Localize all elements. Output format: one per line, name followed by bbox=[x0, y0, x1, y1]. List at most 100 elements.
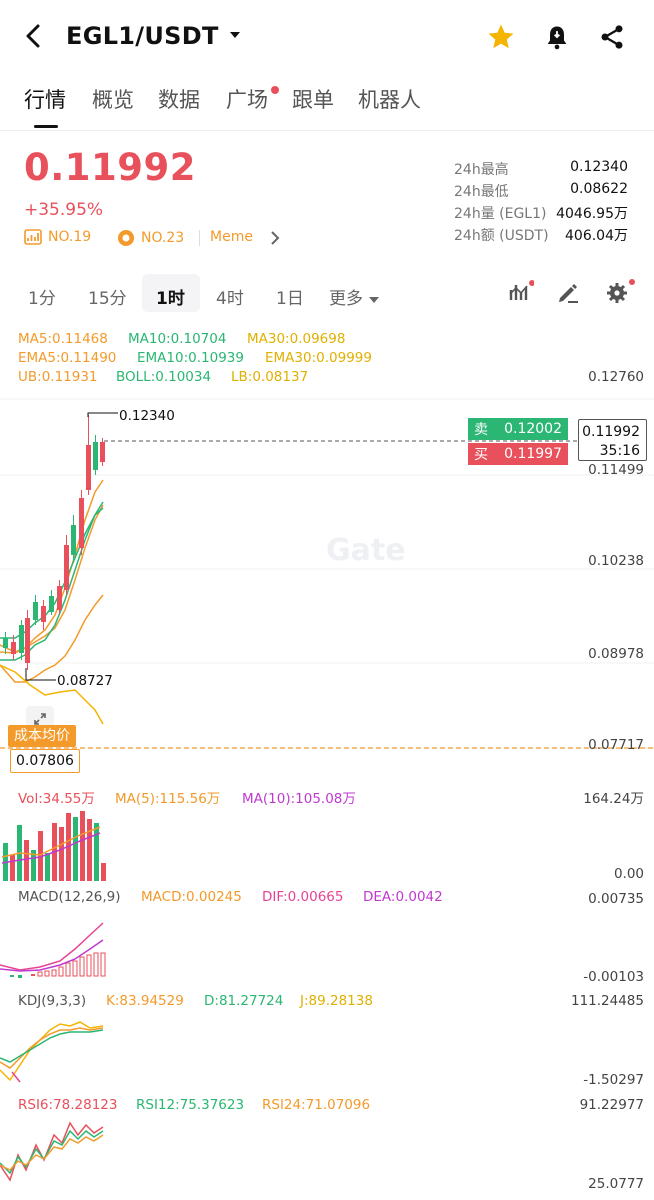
watermark: Gate bbox=[326, 533, 406, 568]
volume-bar bbox=[66, 813, 71, 881]
active-tab-indicator bbox=[34, 125, 58, 128]
legend-rsi24: RSI24:71.07096 bbox=[262, 1097, 371, 1113]
rank-coin-icon bbox=[118, 230, 134, 246]
volume-bar bbox=[10, 855, 15, 881]
timeframe-15m[interactable]: 15分 bbox=[88, 289, 127, 309]
ema10-line bbox=[0, 507, 104, 639]
legend-lb: LB:0.08137 bbox=[231, 369, 309, 385]
timeframe-1m[interactable]: 1分 bbox=[28, 289, 56, 309]
volume-chart bbox=[1, 811, 106, 881]
section-tabs: 行情 概览 数据 广场 跟单 机器人 bbox=[0, 84, 654, 130]
volume-bar bbox=[87, 819, 92, 881]
macd-axis-bottom: -0.00103 bbox=[583, 969, 644, 985]
pair-title[interactable]: EGL1/USDT bbox=[66, 22, 219, 50]
legend-macd: MACD:0.00245 bbox=[141, 889, 242, 905]
volume-bar bbox=[101, 863, 106, 881]
rank-badge-2[interactable]: NO.23 bbox=[117, 229, 184, 247]
legend-boll: BOLL:0.10034 bbox=[116, 369, 212, 385]
macd-title: MACD(12,26,9) bbox=[18, 889, 121, 905]
legend-rsi12: RSI12:75.37623 bbox=[136, 1097, 245, 1113]
alert-bell-icon[interactable] bbox=[540, 20, 574, 54]
volume-bar bbox=[73, 817, 78, 881]
timeframe-4h[interactable]: 4时 bbox=[216, 289, 244, 309]
star-icon[interactable] bbox=[484, 20, 518, 54]
macd-bar bbox=[51, 969, 57, 977]
axis-label: 0.11499 bbox=[588, 462, 644, 478]
dea-line bbox=[0, 939, 104, 972]
cost-average-value: 0.07806 bbox=[10, 749, 80, 773]
legend-k: K:83.94529 bbox=[106, 993, 184, 1009]
current-price-value: 0.11992 bbox=[582, 424, 640, 440]
chevron-right-icon[interactable] bbox=[268, 229, 282, 251]
macd-bar bbox=[72, 960, 78, 977]
candle-countdown: 35:16 bbox=[599, 443, 640, 459]
rank-2-text: NO.23 bbox=[141, 230, 185, 246]
tab-square[interactable]: 广场 bbox=[226, 88, 268, 112]
notification-dot bbox=[271, 86, 279, 94]
candlestick-chart[interactable]: Gate bbox=[0, 320, 654, 780]
k-line bbox=[0, 1027, 104, 1069]
rank-badge-1[interactable]: NO.19 bbox=[24, 229, 91, 245]
d-line bbox=[0, 1029, 104, 1063]
vol-axis-bottom: 0.00 bbox=[613, 866, 644, 882]
sell-label: 卖 bbox=[474, 422, 488, 438]
legend-ema30: EMA30:0.09999 bbox=[265, 350, 372, 366]
more-caret-icon[interactable] bbox=[369, 289, 379, 308]
stat-value-turnover: 406.04万 bbox=[565, 228, 628, 244]
timeframe-1h[interactable]: 1时 bbox=[156, 289, 185, 309]
last-price: 0.11992 bbox=[24, 146, 197, 189]
low-price-label: 0.08727 bbox=[57, 673, 113, 689]
legend-vol-ma5: MA(5):115.56万 bbox=[115, 791, 221, 807]
lb-line bbox=[0, 664, 104, 725]
sell-price-tag[interactable]: 卖 0.12002 bbox=[468, 418, 568, 440]
meme-tag[interactable]: Meme bbox=[210, 229, 253, 245]
buy-price-tag[interactable]: 买 0.11997 bbox=[468, 443, 568, 465]
indicator-icon[interactable] bbox=[508, 280, 535, 308]
rank-chart-icon bbox=[24, 229, 42, 245]
timeframe-1d[interactable]: 1日 bbox=[276, 289, 304, 309]
buy-label: 买 bbox=[474, 447, 488, 463]
legend-ub: UB:0.11931 bbox=[18, 369, 98, 385]
current-price-box: 0.11992 35:16 bbox=[578, 419, 647, 461]
tab-data[interactable]: 数据 bbox=[158, 88, 200, 112]
macd-chart bbox=[0, 922, 106, 978]
kdj-axis-bottom: -1.50297 bbox=[583, 1072, 644, 1088]
legend-d: D:81.27724 bbox=[204, 993, 284, 1009]
macd-bar bbox=[79, 956, 85, 977]
j-line bbox=[0, 1021, 104, 1082]
ma10-line bbox=[0, 501, 104, 661]
tab-market[interactable]: 行情 bbox=[24, 88, 66, 112]
stat-label-high: 24h最高 bbox=[454, 162, 509, 178]
legend-ma30: MA30:0.09698 bbox=[247, 331, 346, 347]
timeframe-active-bg bbox=[142, 274, 200, 312]
stat-value-volume: 4046.95万 bbox=[556, 206, 628, 222]
macd-bar bbox=[58, 966, 64, 977]
tab-overview[interactable]: 概览 bbox=[92, 88, 134, 112]
pair-dropdown-icon[interactable] bbox=[228, 27, 242, 46]
stat-value-low: 0.08622 bbox=[570, 181, 628, 197]
macd-bar bbox=[100, 952, 106, 977]
volume-bar bbox=[38, 831, 43, 881]
divider bbox=[0, 130, 654, 131]
tab-copy-trading[interactable]: 跟单 bbox=[292, 88, 334, 112]
buy-price: 0.11997 bbox=[504, 446, 562, 462]
volume-bar bbox=[94, 823, 99, 881]
volume-bar bbox=[59, 827, 64, 881]
vol-axis-top: 164.24万 bbox=[583, 791, 644, 807]
macd-bar bbox=[10, 975, 14, 977]
legend-vol-ma10: MA(10):105.08万 bbox=[242, 791, 356, 807]
rsi6-line bbox=[0, 1121, 104, 1182]
legend-ma10: MA10:0.10704 bbox=[128, 331, 227, 347]
timeframe-more[interactable]: 更多 bbox=[329, 289, 363, 309]
rsi12-line bbox=[0, 1129, 104, 1175]
settings-gear-icon[interactable] bbox=[605, 279, 635, 309]
volume-bar bbox=[24, 840, 29, 881]
share-icon[interactable] bbox=[595, 20, 629, 54]
draw-pen-icon[interactable] bbox=[556, 281, 580, 307]
tab-bots[interactable]: 机器人 bbox=[358, 88, 421, 112]
back-icon[interactable] bbox=[18, 20, 50, 52]
axis-label: 0.12760 bbox=[588, 369, 644, 385]
legend-ma5: MA5:0.11468 bbox=[18, 331, 108, 347]
kdj-title: KDJ(9,3,3) bbox=[18, 993, 87, 1009]
axis-label: 0.10238 bbox=[588, 553, 644, 569]
